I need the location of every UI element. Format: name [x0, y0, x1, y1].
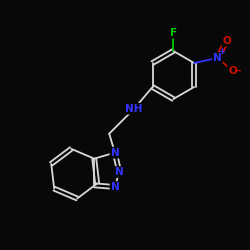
- Text: F: F: [170, 28, 177, 38]
- Text: N: N: [213, 53, 222, 63]
- Text: +: +: [218, 47, 225, 56]
- Text: N: N: [110, 182, 119, 192]
- Text: N: N: [115, 167, 124, 177]
- Text: NH: NH: [126, 104, 143, 114]
- Text: −: −: [234, 66, 242, 76]
- Text: O: O: [228, 66, 237, 76]
- Text: N: N: [110, 148, 119, 158]
- Text: O: O: [222, 36, 231, 46]
